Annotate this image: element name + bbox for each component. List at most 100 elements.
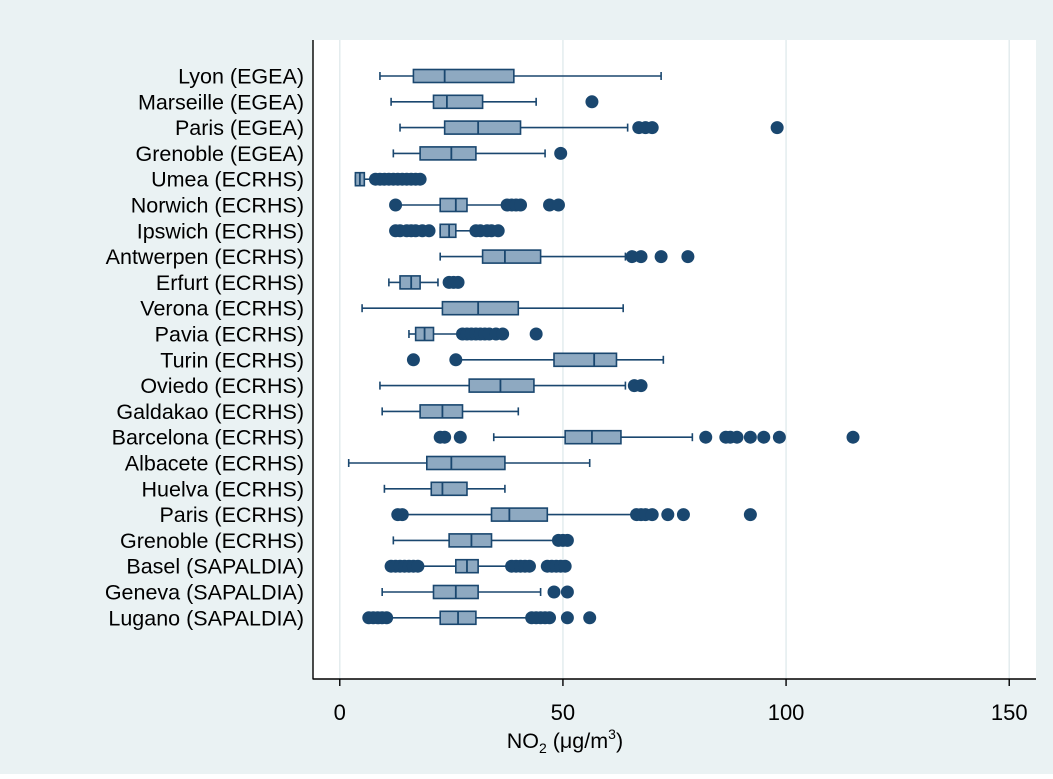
outlier-point: [413, 172, 427, 186]
category-label: Umea (ECRHS): [151, 168, 304, 192]
outlier-point: [411, 559, 425, 573]
iqr-box: [419, 404, 464, 419]
category-label: Albacete (ECRHS): [125, 452, 304, 476]
category-label: Paris (EGEA): [175, 116, 304, 140]
outlier-point: [551, 198, 565, 212]
outlier-point: [699, 430, 713, 444]
outlier-point: [661, 508, 675, 522]
category-label: Ipswich (ECRHS): [137, 219, 304, 243]
box-series: [347, 68, 860, 626]
iqr-box: [448, 533, 493, 548]
box-9: [388, 275, 465, 290]
iqr-box: [426, 455, 506, 471]
category-labels: Lyon (EGEA)Marseille (EGEA)Paris (EGEA)G…: [105, 65, 304, 631]
iqr-box: [439, 197, 468, 213]
outlier-point: [543, 198, 557, 212]
outlier-point: [560, 533, 574, 547]
outlier-point: [654, 250, 668, 264]
outlier-point: [583, 611, 597, 625]
category-label: Lyon (EGEA): [178, 65, 304, 89]
outlier-point: [395, 508, 409, 522]
category-label: Paris (ECRHS): [159, 503, 304, 527]
category-label: Basel (SAPALDIA): [126, 555, 304, 579]
box-10: [361, 300, 624, 316]
outlier-point: [406, 353, 420, 367]
outlier-point: [543, 611, 557, 625]
box-3: [399, 120, 784, 135]
category-label: Erfurt (ECRHS): [156, 271, 304, 295]
category-label: Verona (ECRHS): [140, 297, 304, 321]
x-axis-label: NO2 (μg/m3): [507, 726, 623, 756]
category-label: Turin (ECRHS): [160, 348, 304, 372]
iqr-box: [412, 68, 515, 84]
iqr-box: [490, 507, 549, 522]
outlier-point: [772, 430, 786, 444]
outlier-point: [554, 146, 568, 160]
category-label: Pavia (ECRHS): [155, 323, 304, 347]
outlier-point: [560, 611, 574, 625]
box-16: [347, 455, 591, 471]
box-13: [379, 378, 648, 393]
x-tick-label: 150: [991, 700, 1028, 725]
x-axis-label-part: NO: [507, 729, 539, 753]
x-tick-labels: 0 50 100 150: [334, 700, 1028, 725]
box-22: [362, 610, 597, 626]
outlier-point: [634, 250, 648, 264]
outlier-point: [757, 430, 771, 444]
outlier-point: [389, 198, 403, 212]
x-axis-label-part: 3: [608, 726, 616, 742]
box-5: [354, 171, 427, 187]
category-label: Oviedo (ECRHS): [140, 374, 304, 398]
outlier-point: [846, 430, 860, 444]
outlier-point: [529, 327, 543, 341]
outlier-point: [645, 121, 659, 135]
box-4: [392, 146, 568, 161]
x-tick-label: 0: [334, 700, 346, 725]
box-6: [389, 197, 565, 213]
iqr-box: [564, 429, 622, 445]
category-label: Geneva (SAPALDIA): [105, 581, 304, 605]
outlier-point: [547, 585, 561, 599]
iqr-box: [481, 249, 542, 264]
outlier-point: [422, 224, 436, 238]
outlier-point: [585, 95, 599, 109]
iqr-box: [441, 300, 520, 316]
plot-area: [313, 40, 1036, 679]
box-15: [433, 429, 860, 445]
outlier-point: [770, 121, 784, 135]
outlier-point: [625, 250, 639, 264]
outlier-point: [491, 224, 505, 238]
category-label: Huelva (ECRHS): [142, 477, 304, 501]
iqr-box: [419, 146, 477, 161]
iqr-box: [399, 275, 421, 290]
category-label: Antwerpen (ECRHS): [106, 245, 304, 269]
outlier-point: [743, 430, 757, 444]
outlier-point: [560, 585, 574, 599]
outlier-point: [558, 559, 572, 573]
iqr-box: [430, 481, 468, 497]
box-7: [389, 223, 505, 239]
box-19: [392, 533, 574, 548]
x-axis-label-part: ): [616, 729, 623, 753]
axes: [312, 40, 1036, 686]
x-tick-label: 100: [768, 700, 805, 725]
outlier-point: [438, 430, 452, 444]
outlier-point: [743, 508, 757, 522]
box-14: [381, 404, 520, 419]
category-label: Lugano (SAPALDIA): [108, 606, 304, 630]
box-18: [391, 507, 757, 522]
iqr-box: [432, 94, 484, 110]
box-21: [381, 584, 574, 600]
category-label: Grenoble (ECRHS): [120, 529, 304, 553]
box-11: [408, 326, 543, 342]
iqr-box: [468, 378, 535, 393]
outlier-point: [681, 250, 695, 264]
outlier-point: [451, 275, 465, 289]
outlier-point: [380, 611, 394, 625]
box-1: [379, 68, 662, 84]
outlier-point: [453, 430, 467, 444]
x-axis-label-part: (μg/m: [547, 729, 608, 753]
box-20: [384, 558, 572, 574]
iqr-box: [553, 352, 618, 368]
